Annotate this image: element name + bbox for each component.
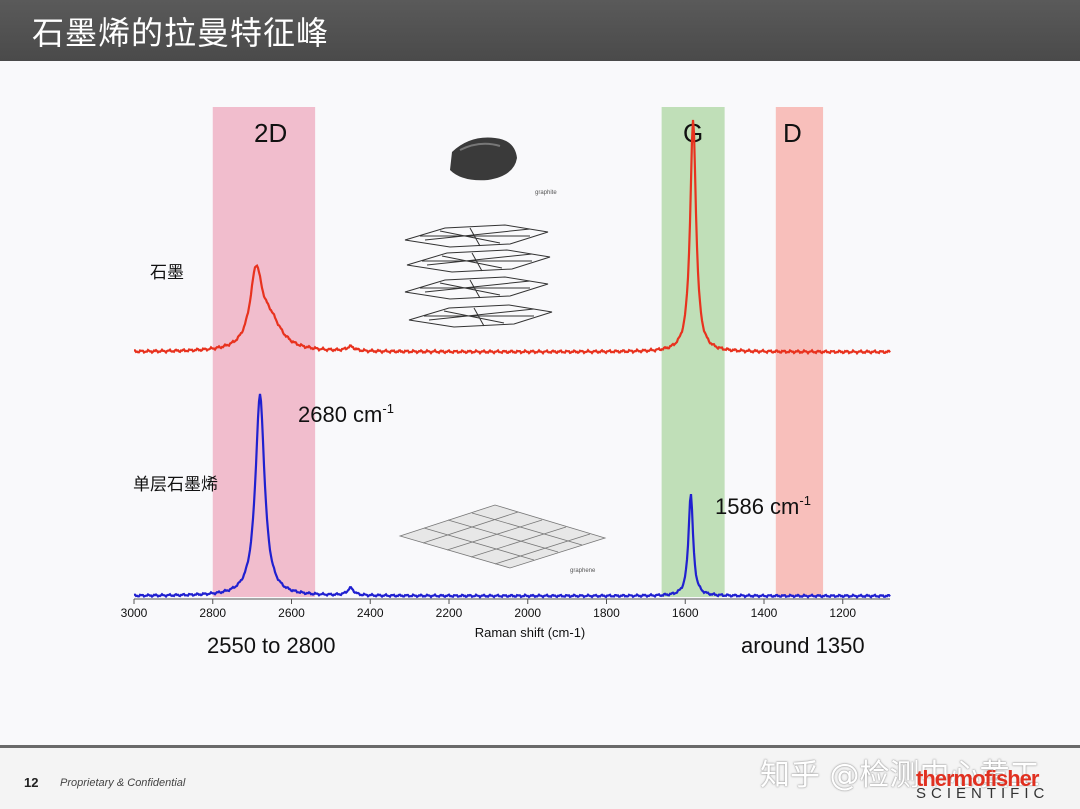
peak-1586-text: 1586 cm (715, 494, 799, 519)
series-line-graphite (134, 119, 891, 356)
graphene-sheet-icon (398, 504, 607, 569)
label-graphene: 单层石墨烯 (133, 475, 218, 494)
x-tick-label: 2600 (278, 606, 305, 620)
x-tick-label: 2200 (436, 606, 463, 620)
page-number: 12 (24, 775, 39, 790)
x-tick-label: 3000 (121, 606, 148, 620)
band-label-d: D (783, 118, 802, 148)
peak-1586-sup: -1 (799, 493, 811, 508)
peak-annotation-1586: 1586 cm-1 (715, 493, 811, 519)
x-axis-ticks: 3000 2800 2600 2400 2200 2000 1800 1600 1400 1200 (121, 599, 856, 620)
label-graphite: 石墨 (150, 263, 184, 282)
range-d-label: around 1350 (741, 633, 865, 658)
band-2d (212, 107, 316, 597)
footer-divider (0, 745, 1080, 748)
x-tick-label: 2800 (199, 606, 226, 620)
confidential-text: Proprietary & Confidential (60, 777, 186, 789)
peak-2680-text: 2680 cm (298, 402, 382, 427)
range-2d-label: 2550 to 2800 (207, 633, 335, 658)
x-axis-label: Raman shift (cm-1) (475, 625, 586, 640)
x-tick-label: 2000 (514, 606, 541, 620)
graphene-caption: graphene (570, 568, 596, 574)
x-tick-label: 1200 (829, 606, 856, 620)
x-tick-label: 1600 (672, 606, 699, 620)
watermark-text: 知乎 @检测中心黄工 (760, 758, 1040, 793)
x-tick-label: 2400 (357, 606, 384, 620)
x-tick-label: 1400 (751, 606, 778, 620)
title-bar: 石墨烯的拉曼特征峰 (0, 0, 1080, 61)
x-tick-label: 1800 (593, 606, 620, 620)
peak-2680-sup: -1 (382, 401, 394, 416)
series-line-graphene (133, 393, 891, 599)
graphite-layers-icon (404, 224, 553, 328)
graphite-caption: graphite (535, 190, 557, 196)
slide-title: 石墨烯的拉曼特征峰 (32, 14, 330, 52)
raman-chart: 2D G D graphite graphene (121, 107, 891, 658)
footer: 12 Proprietary & Confidential 知乎 @检测中心黄工… (0, 748, 1080, 809)
thermofisher-logo: thermofisher (916, 766, 1039, 791)
slide-body: 2D G D graphite graphene (0, 61, 1080, 746)
peak-annotation-2680: 2680 cm-1 (298, 401, 394, 427)
band-label-2d: 2D (254, 118, 287, 148)
graphite-rock-icon (450, 137, 517, 181)
scientific-logo: SCIENTIFIC (916, 785, 1050, 802)
